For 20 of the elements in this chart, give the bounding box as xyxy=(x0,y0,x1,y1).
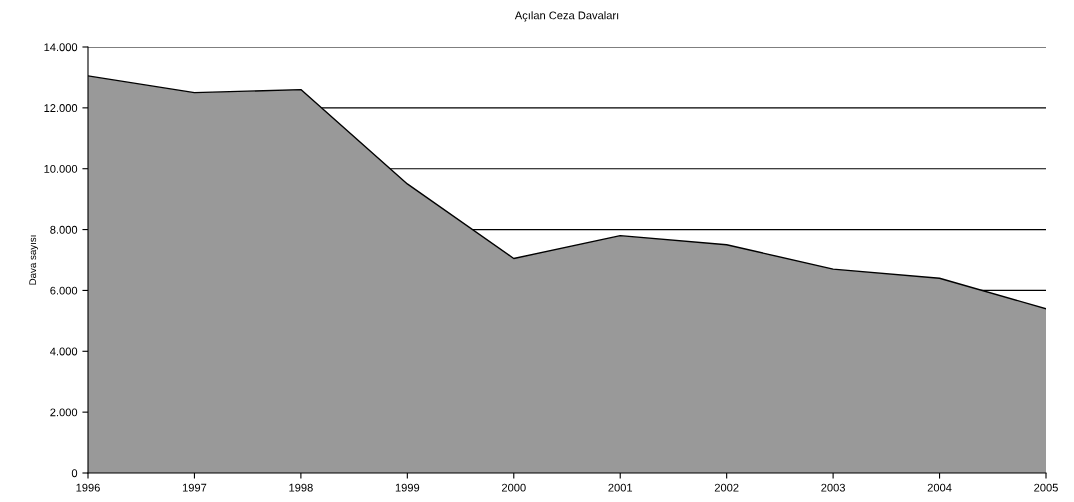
x-tick-label: 1997 xyxy=(182,483,207,492)
x-tick-label: 2001 xyxy=(608,483,633,492)
x-tick-label: 1998 xyxy=(289,483,313,492)
x-tick-label: 2004 xyxy=(927,483,952,492)
y-tick-label: 8.000 xyxy=(50,225,78,234)
y-tick-label: 10.000 xyxy=(44,164,78,173)
x-tick-label: 2003 xyxy=(821,483,845,492)
x-tick-label: 1999 xyxy=(395,483,420,492)
x-tick-label: 2002 xyxy=(714,483,739,492)
y-tick-label: 4.000 xyxy=(50,347,78,356)
x-tick-label: 1996 xyxy=(76,483,100,492)
y-tick-label: 2.000 xyxy=(50,408,78,417)
y-tick-label: 6.000 xyxy=(50,286,78,295)
y-axis-title: Dava sayısı xyxy=(29,235,39,285)
y-tick-label: 14.000 xyxy=(44,43,78,52)
y-tick-label: 0 xyxy=(71,469,78,478)
x-tick-label: 2005 xyxy=(1034,483,1058,492)
x-tick-label: 2000 xyxy=(501,483,526,492)
y-tick-label: 12.000 xyxy=(44,104,78,112)
chart-title: Açılan Ceza Davaları xyxy=(514,11,619,22)
